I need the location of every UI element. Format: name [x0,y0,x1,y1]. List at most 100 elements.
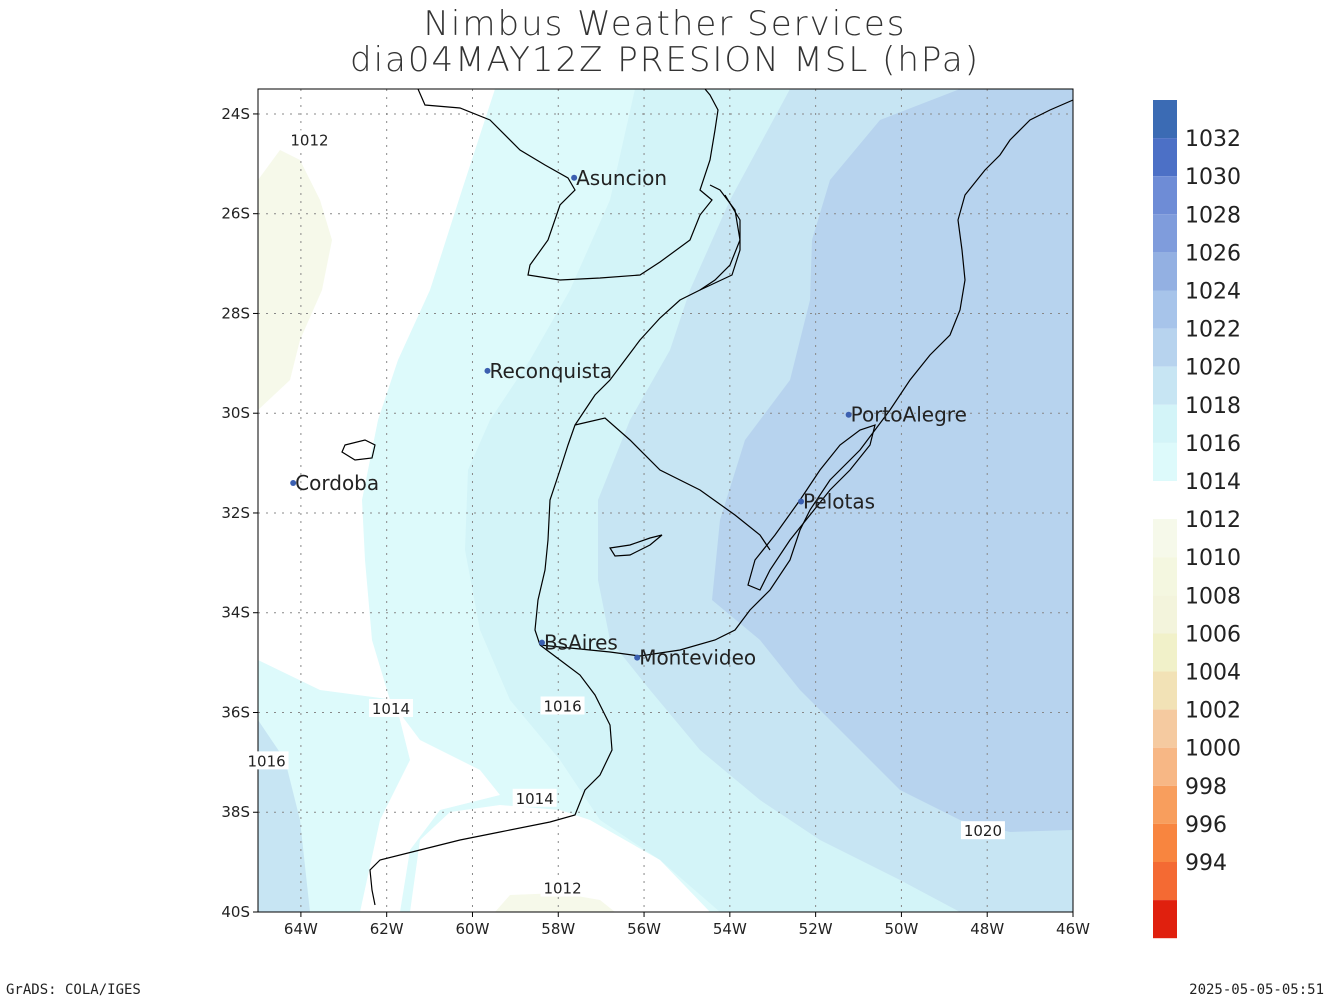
legend-label: 998 [1185,775,1227,800]
legend-label: 1000 [1185,737,1241,762]
contour-label: 1014 [516,790,554,808]
pressure-band-1012-south-inner [495,893,615,912]
legend-swatch [1153,442,1177,481]
city-dot [538,639,545,646]
lon-tick-label: 58W [541,920,575,938]
legend-swatch [1153,252,1177,291]
city-dot [634,654,641,661]
lat-tick-label: 28S [221,304,250,322]
contour-label-bg [287,130,332,149]
legend-swatch [1153,709,1177,748]
city-dot [798,498,805,505]
city-label: Montevideo [639,646,756,670]
map-title-line2: dia04MAY12Z PRESION MSL (hPa) [350,40,980,80]
lon-tick-label: 64W [284,920,318,938]
legend-label: 996 [1185,813,1227,838]
lat-tick-label: 24S [221,105,250,123]
legend-label: 1014 [1185,470,1241,495]
contour-label: 1016 [543,697,581,715]
city-markers: Asuncion Reconquista Cordoba PortoAlegre Pel… [290,166,967,670]
lon-tick-label: 52W [799,920,833,938]
lat-tick-label: 36S [221,703,250,721]
legend-label: 1016 [1185,432,1241,457]
contour-label-bg [244,751,289,770]
city-label: BsAires [544,631,618,655]
contour-label-bg [540,878,585,897]
lon-tick-label: 62W [370,920,404,938]
lon-tick-label: 60W [456,920,490,938]
legend-label: 1002 [1185,699,1241,724]
lake-uruguay [609,534,663,557]
legend-label: 994 [1185,851,1227,876]
legend-swatch [1153,328,1177,367]
pressure-fill-layer [258,89,1073,912]
contour-label-bg [368,698,413,717]
legend-swatch [1153,100,1177,139]
city-label: Cordoba [295,471,379,495]
legend-label: 1018 [1185,394,1241,419]
lat-tick-label: 34S [221,604,250,622]
lon-tick-label: 56W [627,920,661,938]
contour-label: 1012 [290,131,328,149]
pressure-band-1014-south [410,805,710,912]
legend-label: 1006 [1185,622,1241,647]
city-dot [484,367,491,374]
legend-swatch [1153,862,1177,901]
city-label: Pelotas [803,489,875,513]
legend-label: 1012 [1185,508,1241,533]
contour-label: 1016 [247,752,285,770]
legend-label: 1008 [1185,584,1241,609]
legend-swatch [1153,785,1177,824]
legend-label: 1022 [1185,318,1241,343]
lat-tick-label: 38S [221,803,250,821]
legend-label: 1026 [1185,241,1241,266]
lat-tick-label: 32S [221,504,250,522]
city-label: PortoAlegre [851,403,967,427]
contour-label: 1014 [372,700,410,718]
color-legend: 1032 1030 1028 1026 1024 1022 1020 1018 1016 1014… [1153,100,1241,939]
legend-label: 1004 [1185,661,1241,686]
legend-label: 1028 [1185,203,1241,228]
legend-swatch [1153,519,1177,558]
footer-credit: GrADS: COLA/IGES [6,982,141,998]
lat-tick-label: 40S [221,903,250,921]
contour-label-bg [960,821,1005,840]
legend-swatch [1153,176,1177,215]
legend-swatch [1153,290,1177,329]
lon-tick-label: 46W [1056,920,1090,938]
footer-timestamp: 2025-05-05-05:51 [1189,982,1324,998]
city-dot [845,411,852,418]
legend-swatch [1153,214,1177,253]
legend-swatch [1153,404,1177,443]
contour-label-bg [512,788,557,807]
city-dot [571,174,578,181]
lon-tick-label: 50W [884,920,918,938]
uruguay-border [574,417,771,551]
map-title-line1: Nimbus Weather Services [423,4,907,44]
contour-labels: 1012 1014 1016 1016 1014 1020 1012 [244,130,1005,898]
legend-swatch [1153,671,1177,710]
lake-argentina [341,439,376,461]
legend-swatch [1153,557,1177,596]
legend-swatch [1153,900,1177,939]
argentine-coast [369,644,613,906]
lon-tick-label: 48W [970,920,1004,938]
map-frame [257,88,1074,913]
legend-swatch [1153,823,1177,862]
lat-tick-label: 26S [221,205,250,223]
uruguay-north-border [699,184,741,291]
legend-swatch [1153,633,1177,672]
legend-label: 1020 [1185,356,1241,381]
rio-de-la-plata-north [539,99,1073,657]
legend-label: 1010 [1185,546,1241,571]
lagoa-dos-patos [747,424,876,591]
legend-swatch [1153,138,1177,177]
lon-tick-label: 54W [713,920,747,938]
city-label: Asuncion [576,166,667,190]
city-dot [290,480,297,487]
legend-swatch [1153,595,1177,634]
lat-tick-label: 30S [221,404,250,422]
contour-label: 1020 [964,822,1002,840]
legend-label: 1032 [1185,127,1241,152]
